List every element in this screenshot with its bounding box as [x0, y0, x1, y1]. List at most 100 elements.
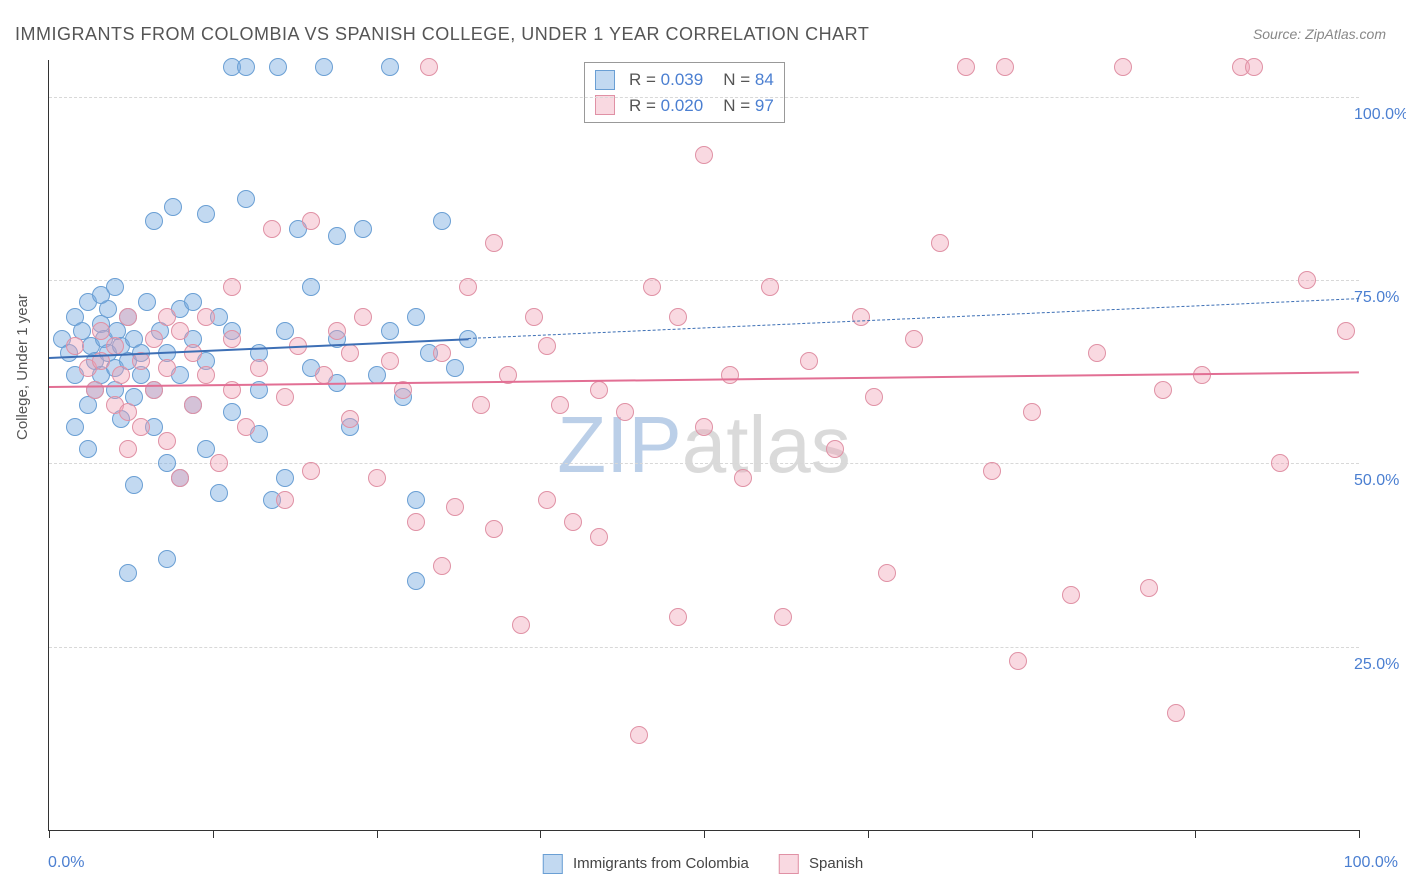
chart-title: IMMIGRANTS FROM COLOMBIA VS SPANISH COLL…	[15, 24, 869, 45]
data-point	[512, 616, 530, 634]
data-point	[381, 322, 399, 340]
data-point	[1140, 579, 1158, 597]
data-point	[237, 58, 255, 76]
legend-row: R = 0.039N = 84	[595, 67, 774, 93]
data-point	[433, 557, 451, 575]
legend-label-colombia: Immigrants from Colombia	[573, 855, 749, 872]
data-point	[138, 293, 156, 311]
gridline	[49, 97, 1359, 98]
data-point	[1193, 366, 1211, 384]
data-point	[341, 410, 359, 428]
data-point	[328, 322, 346, 340]
x-tick	[377, 830, 378, 838]
data-point	[1271, 454, 1289, 472]
data-point	[184, 293, 202, 311]
x-tick	[868, 830, 869, 838]
gridline	[49, 647, 1359, 648]
data-point	[86, 381, 104, 399]
legend-swatch	[595, 95, 615, 115]
data-point	[368, 469, 386, 487]
data-point	[302, 462, 320, 480]
data-point	[734, 469, 752, 487]
legend-r: R = 0.039	[629, 67, 703, 93]
data-point	[407, 572, 425, 590]
data-point	[197, 308, 215, 326]
data-point	[158, 308, 176, 326]
data-point	[931, 234, 949, 252]
x-axis-max-label: 100.0%	[1344, 854, 1398, 872]
data-point	[695, 418, 713, 436]
swatch-colombia	[543, 854, 563, 874]
data-point	[1167, 704, 1185, 722]
data-point	[433, 212, 451, 230]
data-point	[145, 212, 163, 230]
gridline	[49, 280, 1359, 281]
data-point	[407, 308, 425, 326]
data-point	[459, 278, 477, 296]
data-point	[446, 359, 464, 377]
data-point	[1337, 322, 1355, 340]
y-tick-label: 75.0%	[1354, 289, 1406, 307]
data-point	[996, 58, 1014, 76]
data-point	[164, 198, 182, 216]
data-point	[106, 337, 124, 355]
data-point	[66, 418, 84, 436]
data-point	[1114, 58, 1132, 76]
y-tick-label: 100.0%	[1354, 106, 1406, 124]
data-point	[381, 58, 399, 76]
data-point	[184, 396, 202, 414]
legend-label-spanish: Spanish	[809, 855, 863, 872]
data-point	[852, 308, 870, 326]
data-point	[983, 462, 1001, 480]
data-point	[1154, 381, 1172, 399]
data-point	[276, 322, 294, 340]
data-point	[276, 388, 294, 406]
data-point	[119, 403, 137, 421]
watermark: ZIPatlas	[557, 399, 850, 491]
data-point	[197, 440, 215, 458]
data-point	[276, 469, 294, 487]
data-point	[407, 513, 425, 531]
data-point	[1062, 586, 1080, 604]
data-point	[564, 513, 582, 531]
data-point	[1009, 652, 1027, 670]
data-point	[223, 330, 241, 348]
data-point	[878, 564, 896, 582]
data-point	[237, 418, 255, 436]
data-point	[263, 220, 281, 238]
data-point	[145, 330, 163, 348]
x-tick	[704, 830, 705, 838]
data-point	[630, 726, 648, 744]
data-point	[158, 432, 176, 450]
data-point	[223, 403, 241, 421]
data-point	[66, 337, 84, 355]
gridline	[49, 463, 1359, 464]
data-point	[761, 278, 779, 296]
data-point	[269, 58, 287, 76]
data-point	[158, 454, 176, 472]
data-point	[132, 418, 150, 436]
data-point	[643, 278, 661, 296]
data-point	[302, 212, 320, 230]
data-point	[145, 381, 163, 399]
data-point	[865, 388, 883, 406]
data-point	[315, 58, 333, 76]
x-tick	[540, 830, 541, 838]
data-point	[590, 381, 608, 399]
data-point	[210, 454, 228, 472]
data-point	[551, 396, 569, 414]
data-point	[826, 440, 844, 458]
bottom-legend: Immigrants from Colombia Spanish	[543, 854, 863, 874]
data-point	[721, 366, 739, 384]
watermark-atlas: atlas	[682, 400, 851, 489]
data-point	[158, 550, 176, 568]
y-tick-label: 25.0%	[1354, 656, 1406, 674]
data-point	[184, 344, 202, 362]
data-point	[525, 308, 543, 326]
data-point	[774, 608, 792, 626]
x-tick	[1032, 830, 1033, 838]
data-point	[171, 322, 189, 340]
y-tick-label: 50.0%	[1354, 472, 1406, 490]
data-point	[171, 469, 189, 487]
data-point	[197, 205, 215, 223]
